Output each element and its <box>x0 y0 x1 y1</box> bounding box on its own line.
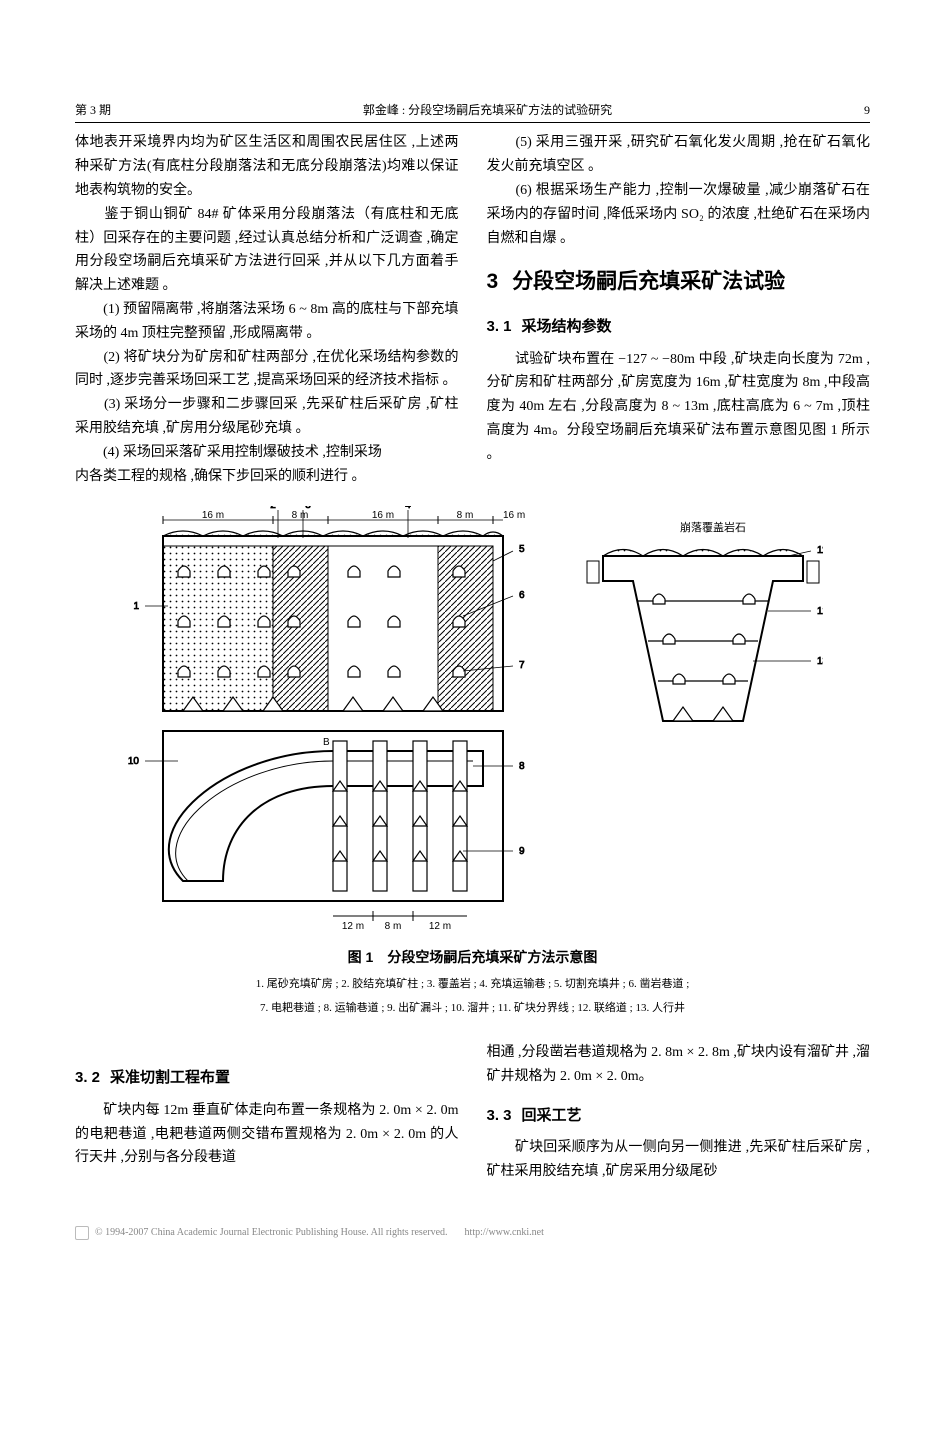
lower-columns: 3. 2 采准切割工程布置 矿块内每 12m 垂直矿体走向布置一条规格为 2. … <box>75 1041 870 1184</box>
svg-text:6: 6 <box>519 590 525 601</box>
svg-text:12 m: 12 m <box>428 921 450 932</box>
header-page-number: 9 <box>864 100 870 120</box>
para: 内各类工程的规格 ,确保下步回采的顺利进行 。 <box>75 465 459 489</box>
subsection-title-text: 采场结构参数 <box>522 314 612 340</box>
svg-text:崩落覆盖岩石: 崩落覆盖岩石 <box>680 520 746 534</box>
svg-text:7: 7 <box>519 660 525 671</box>
svg-text:16 m: 16 m <box>371 510 393 521</box>
footer-copyright: © 1994-2007 China Academic Journal Elect… <box>95 1224 448 1241</box>
svg-text:16 m: 16 m <box>201 510 223 521</box>
footer-url: http://www.cnki.net <box>465 1224 544 1241</box>
figure-1-legend-1: 1. 尾砂充填矿房 ; 2. 胶结充填矿柱 ; 3. 覆盖岩 ; 4. 充填运输… <box>75 976 870 994</box>
para: (2) 将矿块分为矿房和矿柱两部分 ,在优化采场结构参数的同时 ,逐步完善采场回… <box>75 346 459 394</box>
para: 矿块回采顺序为从一侧向另一侧推进 ,先采矿柱后采矿房 ,矿柱采用胶结充填 ,矿房… <box>487 1136 871 1184</box>
para: 矿块内每 12m 垂直矿体走向布置一条规格为 2. 0m × 2. 0m 的电耙… <box>75 1099 459 1170</box>
svg-text:B: B <box>323 737 330 748</box>
para: 相通 ,分段凿岩巷道规格为 2. 8m × 2. 8m ,矿块内设有溜矿井 ,溜… <box>487 1041 871 1089</box>
figure-1-caption: 图 1 分段空场嗣后充填采矿方法示意图 <box>75 946 870 970</box>
para: 试验矿块布置在 −127 ~ −80m 中段 ,矿块走向长度为 72m ,分矿房… <box>487 348 871 467</box>
para: (3) 采场分一步骤和二步骤回采 ,先采矿柱后采矿房 ,矿柱采用胶结充填 ,矿房… <box>75 393 459 441</box>
subsection-number: 3. 3 <box>487 1103 512 1129</box>
svg-text:8 m: 8 m <box>456 510 473 521</box>
figure-1-svg: 16 m 8 m 16 m 8 m 16 m <box>123 506 823 936</box>
svg-text:2: 2 <box>270 506 276 511</box>
svg-text:5: 5 <box>519 544 525 555</box>
section-3-heading: 3 分段空场嗣后充填采矿法试验 <box>487 264 871 300</box>
para: (5) 采用三强开采 ,研究矿石氧化发火周期 ,抢在矿石氧化发火前充填空区 。 <box>487 131 871 179</box>
svg-text:1: 1 <box>133 601 139 612</box>
page-footer: © 1994-2007 China Academic Journal Elect… <box>75 1224 870 1241</box>
subsection-number: 3. 1 <box>487 314 512 340</box>
para: (6) 根据采场生产能力 ,控制一次爆破量 ,减少崩落矿石在采场内的存留时间 ,… <box>487 179 871 250</box>
figure-1: 16 m 8 m 16 m 8 m 16 m <box>75 506 870 1017</box>
figure-1-legend-2: 7. 电耙巷道 ; 8. 运输巷道 ; 9. 出矿漏斗 ; 10. 溜井 ; 1… <box>75 1000 870 1018</box>
para: 体地表开采境界内均为矿区生活区和周围农民居住区 ,上述两种采矿方法(有底柱分段崩… <box>75 131 459 202</box>
section-title-text: 分段空场嗣后充填采矿法试验 <box>512 264 785 300</box>
para: (1) 预留隔离带 ,将崩落法采场 6 ~ 8m 高的底柱与下部充填采场的 4m… <box>75 298 459 346</box>
publisher-icon <box>75 1226 89 1240</box>
subsection-number: 3. 2 <box>75 1065 100 1091</box>
svg-text:8: 8 <box>519 761 525 772</box>
svg-text:12 m: 12 m <box>341 921 363 932</box>
svg-text:13: 13 <box>817 656 823 667</box>
para: (4) 采场回采落矿采用控制爆破技术 ,控制采场 <box>75 441 459 465</box>
section-number: 3 <box>487 264 499 300</box>
running-header: 第 3 期 郭金峰 : 分段空场嗣后充填采矿方法的试验研究 9 <box>75 100 870 123</box>
svg-text:8 m: 8 m <box>384 921 401 932</box>
svg-text:3: 3 <box>305 506 311 511</box>
header-running-title: 郭金峰 : 分段空场嗣后充填采矿方法的试验研究 <box>111 100 864 120</box>
svg-text:8 m: 8 m <box>291 510 308 521</box>
svg-text:11: 11 <box>817 545 823 556</box>
para: 鉴于铜山铜矿 84# 矿体采用分段崩落法（有底柱和无底柱）回采存在的主要问题 ,… <box>75 203 459 298</box>
section-3-2-heading: 3. 2 采准切割工程布置 <box>75 1065 459 1091</box>
upper-columns: 体地表开采境界内均为矿区生活区和周围农民居住区 ,上述两种采矿方法(有底柱分段崩… <box>75 131 870 488</box>
header-issue: 第 3 期 <box>75 100 111 120</box>
section-3-3-heading: 3. 3 回采工艺 <box>487 1103 871 1129</box>
section-3-1-heading: 3. 1 采场结构参数 <box>487 314 871 340</box>
svg-text:16 m: 16 m <box>503 510 525 521</box>
svg-text:10: 10 <box>127 756 139 767</box>
svg-text:12: 12 <box>817 606 823 617</box>
subsection-title-text: 回采工艺 <box>522 1103 582 1129</box>
svg-text:4: 4 <box>405 506 411 511</box>
subsection-title-text: 采准切割工程布置 <box>110 1065 230 1091</box>
svg-text:9: 9 <box>519 846 525 857</box>
